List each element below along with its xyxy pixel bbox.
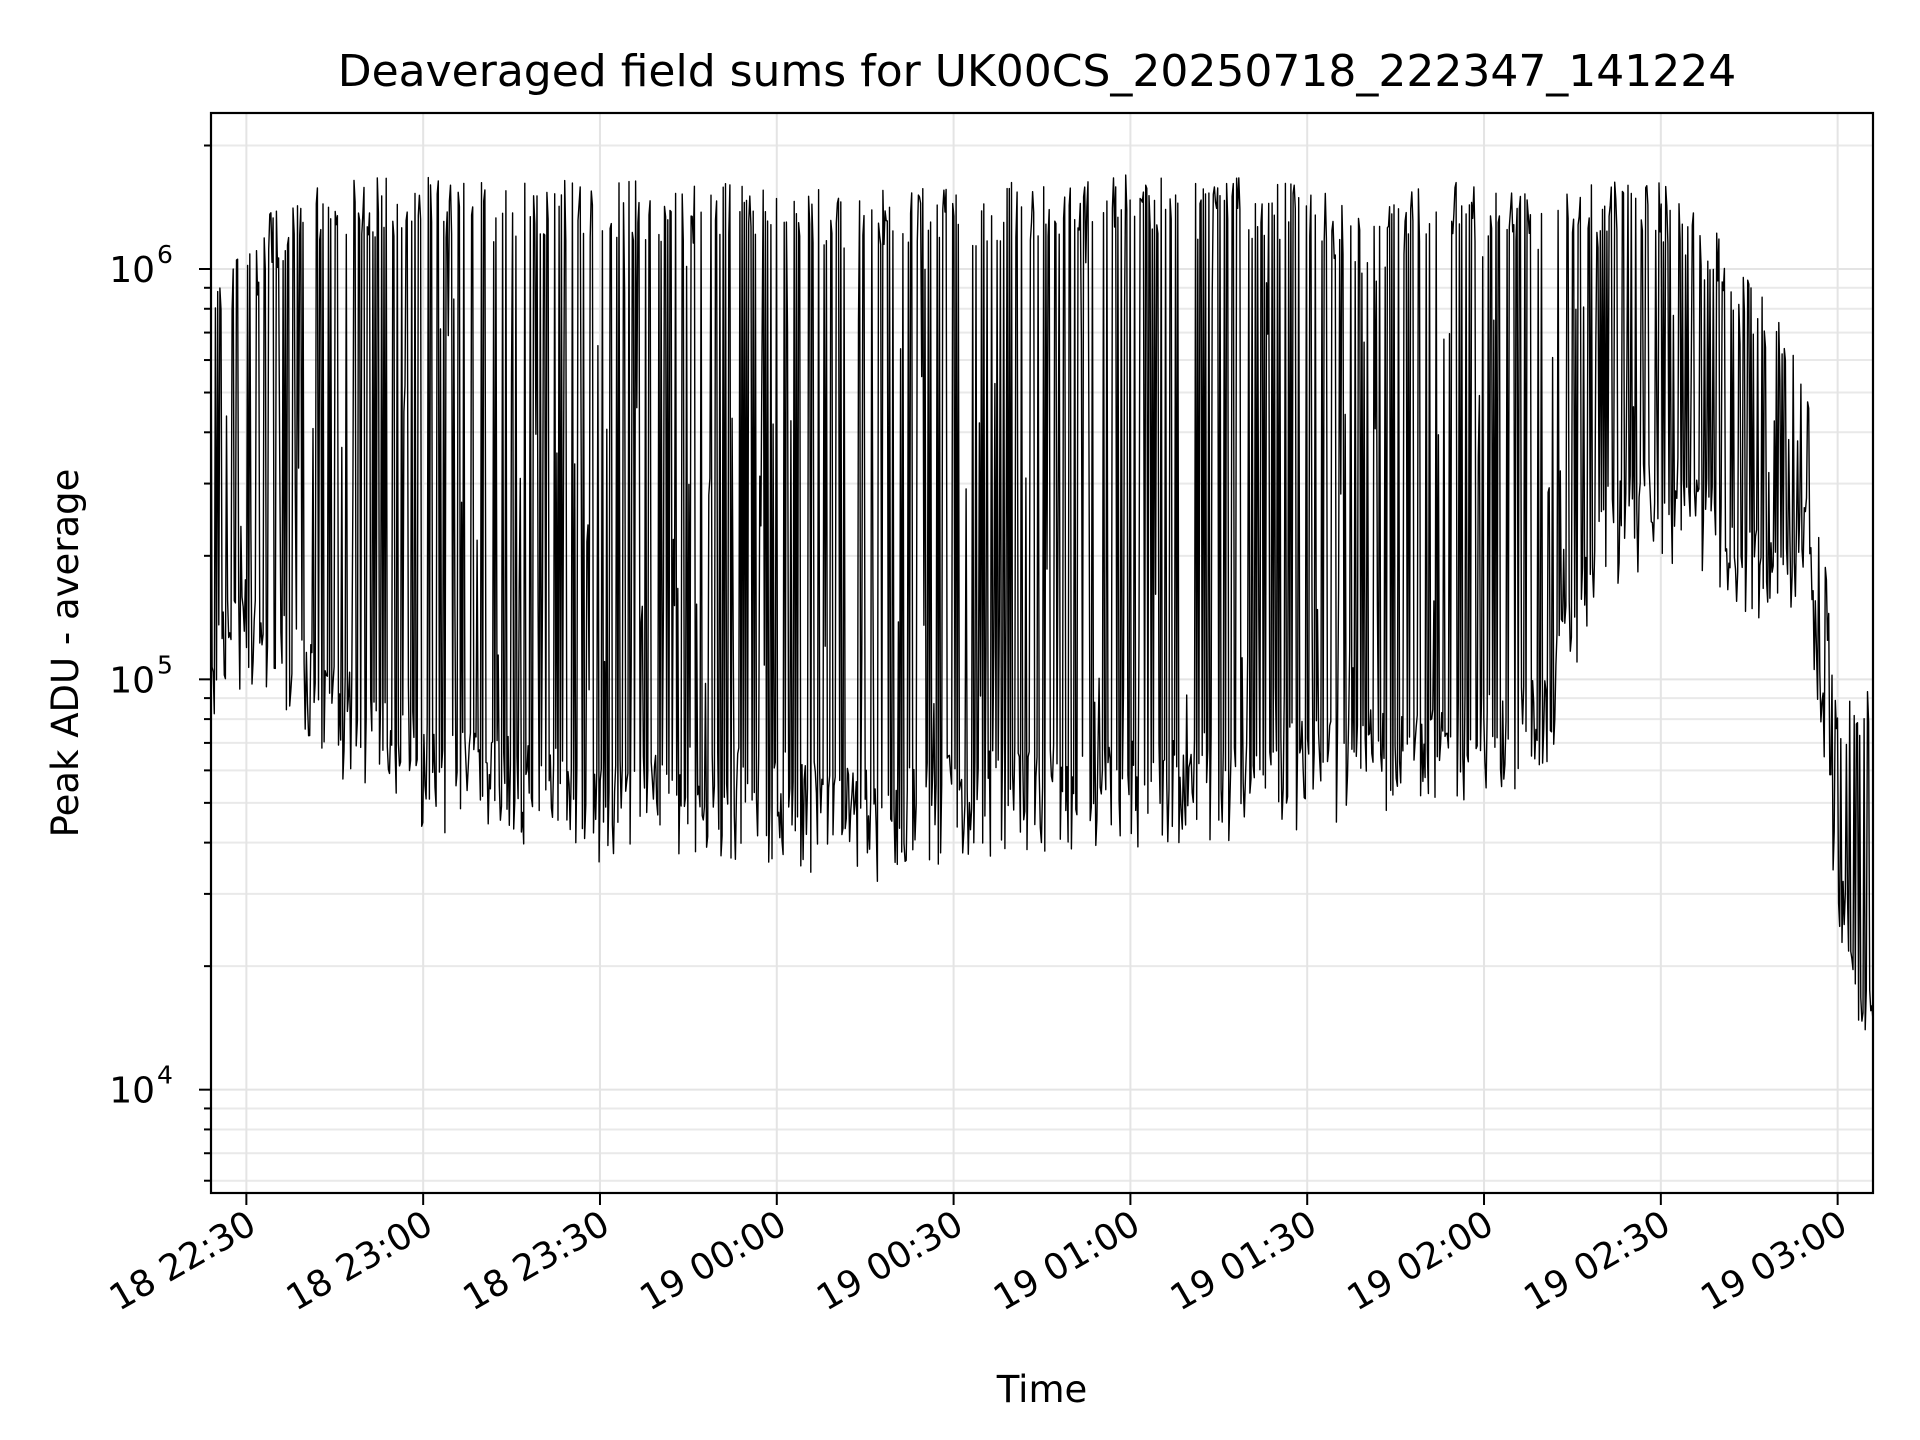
x-tick-label: 19 00:30 bbox=[810, 1203, 970, 1319]
y-axis-label: Peak ADU - average bbox=[44, 469, 87, 838]
y-tick-exponent: 4 bbox=[157, 1061, 173, 1090]
y-tick-label: 10 bbox=[109, 660, 155, 701]
x-tick-label: 18 23:00 bbox=[280, 1203, 440, 1319]
series-layer bbox=[210, 174, 1874, 1031]
y-tick-label: 10 bbox=[109, 1071, 155, 1112]
x-tick-label: 19 03:00 bbox=[1694, 1203, 1854, 1319]
chart-title: Deaveraged field sums for UK00CS_2025071… bbox=[338, 46, 1737, 97]
x-tick-label: 19 02:30 bbox=[1517, 1203, 1677, 1319]
x-tick-label: 19 00:00 bbox=[633, 1203, 793, 1319]
x-axis-label: Time bbox=[996, 1368, 1088, 1411]
y-tick-exponent: 6 bbox=[157, 240, 173, 269]
x-tick-label: 18 23:30 bbox=[457, 1203, 617, 1319]
x-tick-label: 18 22:30 bbox=[103, 1203, 263, 1319]
x-tick-label: 19 01:00 bbox=[987, 1203, 1147, 1319]
plot-frame bbox=[209, 111, 1875, 1195]
series-line bbox=[210, 174, 1874, 1031]
y-tick-label: 10 bbox=[109, 250, 155, 291]
x-tick-label: 19 01:30 bbox=[1164, 1203, 1324, 1319]
axis-ticks bbox=[199, 144, 1839, 1205]
x-tick-label: 19 02:00 bbox=[1341, 1203, 1501, 1319]
y-tick-exponent: 5 bbox=[157, 650, 173, 679]
grid-lines bbox=[211, 113, 1873, 1193]
